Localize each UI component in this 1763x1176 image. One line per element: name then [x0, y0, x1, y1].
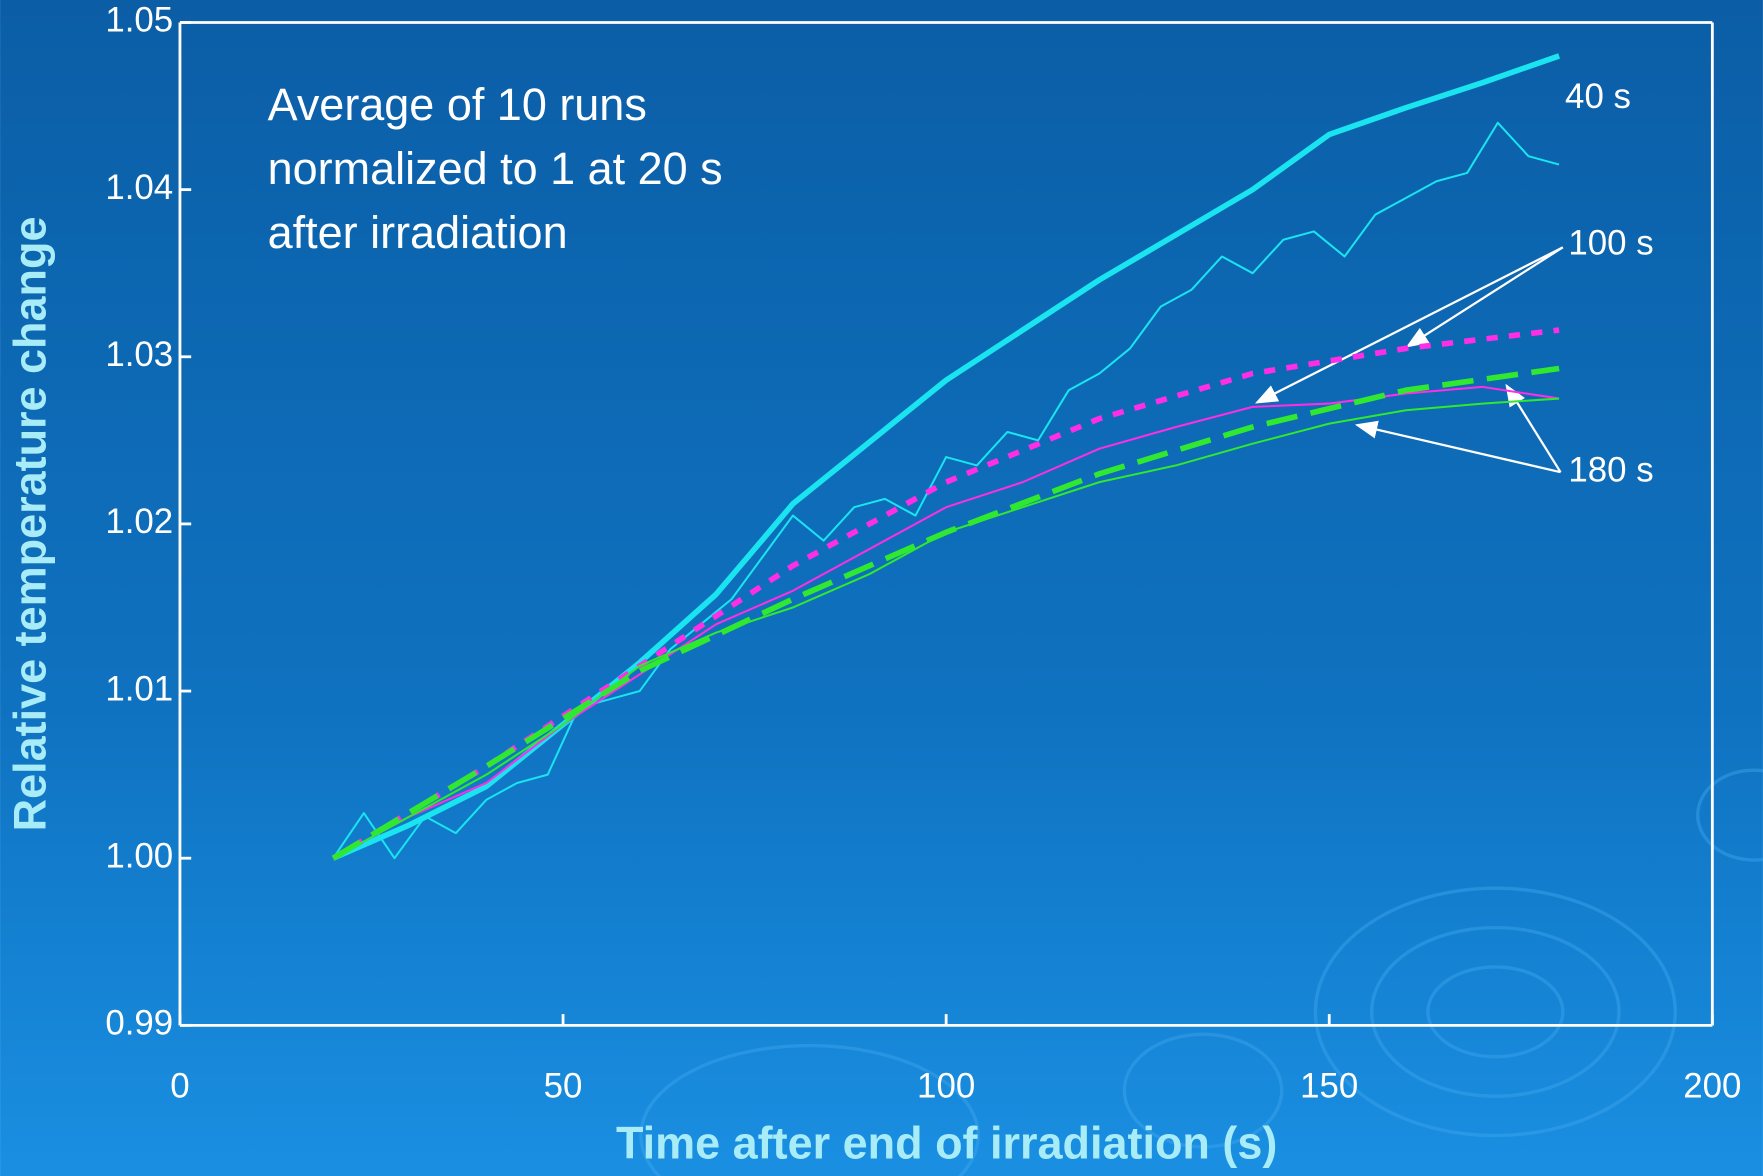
x-tick-label: 0 [170, 1067, 189, 1106]
annotation: 180 s [1568, 450, 1653, 489]
x-axis-title: Time after end of irradiation (s) [616, 1118, 1277, 1169]
y-tick-label: 1.04 [105, 168, 173, 207]
note-line: normalized to 1 at 20 s [268, 143, 723, 194]
y-tick-label: 1.00 [105, 836, 173, 875]
y-tick-label: 1.05 [105, 1, 173, 40]
x-tick-label: 50 [544, 1067, 583, 1106]
series-line [332, 121, 1560, 860]
x-tick-label: 100 [917, 1067, 975, 1106]
ripples [639, 768, 1763, 1176]
series-line [332, 397, 1560, 860]
y-tick-label: 1.03 [105, 335, 173, 374]
x-tick-label: 150 [1300, 1067, 1358, 1106]
y-tick-label: 0.99 [105, 1004, 173, 1043]
y-axis-title: Relative temperature change [5, 217, 56, 832]
y-tick-label: 1.02 [105, 502, 173, 541]
annotation: 40 s [1565, 77, 1631, 116]
note-line: Average of 10 runs [268, 79, 647, 130]
y-tick-label: 1.01 [105, 669, 173, 708]
note-line: after irradiation [268, 207, 568, 258]
x-tick-label: 200 [1683, 1067, 1741, 1106]
series-line [331, 327, 1560, 861]
annotation: 100 s [1568, 223, 1653, 262]
annotation-arrows [1255, 246, 1564, 474]
